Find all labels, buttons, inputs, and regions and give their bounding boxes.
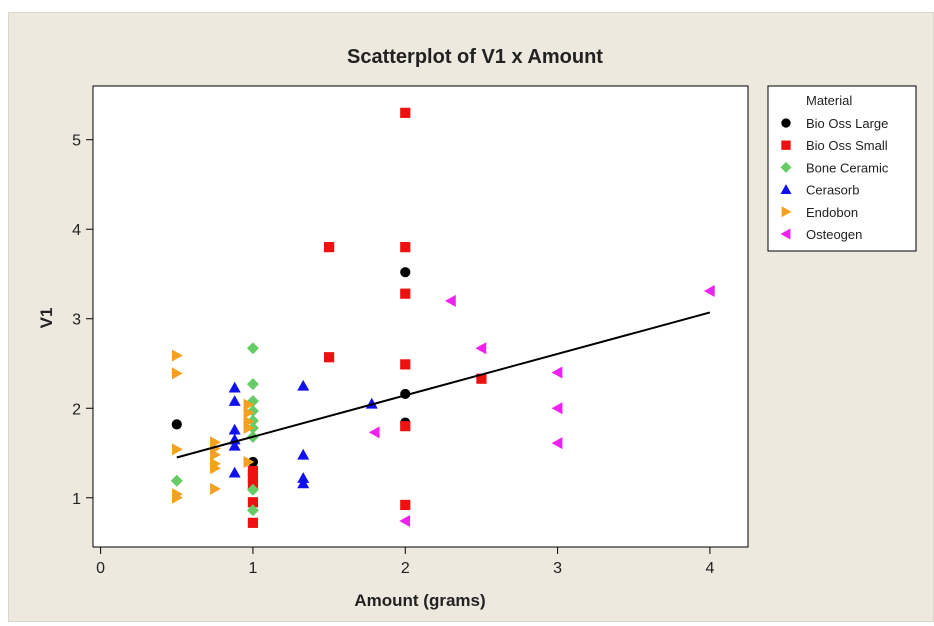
regression-line <box>176 311 711 459</box>
data-point <box>247 517 259 528</box>
legend-box <box>767 85 917 252</box>
data-point <box>210 482 221 495</box>
y-tick-label: 2 <box>72 401 81 418</box>
y-tick-label: 5 <box>72 133 81 150</box>
legend-item-label: Osteogen <box>806 227 862 242</box>
data-point <box>551 437 563 450</box>
data-point <box>476 373 487 384</box>
data-point <box>400 359 411 370</box>
chart-title: Scatterplot of V1 x Amount <box>347 46 603 68</box>
legend-item-label: Bio Oss Small <box>806 138 888 153</box>
legend-marker <box>781 140 791 150</box>
data-point <box>400 499 411 511</box>
data-point <box>228 423 241 435</box>
data-point <box>703 284 715 297</box>
data-point <box>210 448 221 461</box>
data-point <box>400 421 411 432</box>
y-tick-label: 1 <box>72 491 81 508</box>
data-point <box>246 342 259 355</box>
legend-marker <box>780 184 792 194</box>
legend-item-label: Cerasorb <box>806 183 859 198</box>
data-point <box>171 367 183 380</box>
data-point <box>399 515 411 528</box>
legend-item-label: Bone Ceramic <box>806 160 889 175</box>
data-point <box>444 294 456 307</box>
data-point <box>210 462 221 475</box>
data-point <box>171 491 183 504</box>
data-point <box>400 267 411 278</box>
x-tick-label: 3 <box>553 560 562 577</box>
legend-item-label: Endobon <box>806 205 858 220</box>
data-point <box>171 419 182 430</box>
data-point <box>400 242 411 253</box>
data-point <box>400 107 411 118</box>
data-point <box>243 421 255 434</box>
data-point <box>324 242 335 253</box>
data-point <box>243 406 255 419</box>
data-point <box>171 349 183 362</box>
y-tick-label: 3 <box>72 312 81 329</box>
data-point <box>228 439 241 451</box>
data-point <box>243 398 255 411</box>
data-point <box>247 497 259 508</box>
data-point <box>551 366 563 379</box>
data-point <box>246 378 259 391</box>
data-points <box>170 107 715 528</box>
legend-title: Material <box>806 93 852 108</box>
data-point <box>228 395 241 406</box>
data-point <box>475 342 487 355</box>
data-point <box>297 448 310 460</box>
x-tick-label: 4 <box>705 560 714 577</box>
x-tick-label: 0 <box>96 560 105 577</box>
legend-item-label: Bio Oss Large <box>806 116 888 131</box>
data-point <box>246 483 259 496</box>
plot-area <box>92 85 749 548</box>
data-point <box>243 455 255 468</box>
legend-marker <box>780 228 791 240</box>
data-point <box>170 474 183 487</box>
data-point <box>400 288 411 299</box>
legend-marker <box>781 206 792 218</box>
data-point <box>228 381 241 393</box>
y-axis-label: V1 <box>37 308 56 329</box>
x-tick-label: 1 <box>248 560 257 577</box>
data-point <box>246 504 259 517</box>
data-point <box>551 402 563 415</box>
x-axis: 0 1 2 3 4 <box>96 547 714 577</box>
legend-marker <box>780 161 792 173</box>
x-tick-label: 2 <box>401 560 410 577</box>
y-axis: 1 2 3 4 5 <box>72 133 93 508</box>
data-point <box>368 426 380 439</box>
data-point <box>171 443 183 456</box>
data-point <box>247 465 259 477</box>
data-point <box>228 466 241 478</box>
fit-line <box>176 311 711 459</box>
data-point <box>324 352 335 363</box>
legend: Bio Oss Large Bio Oss Small Bone Ceramic Ce… <box>780 116 889 242</box>
x-axis-label: Amount (grams) <box>354 591 485 610</box>
legend-marker <box>781 118 791 128</box>
data-point <box>247 472 259 484</box>
data-point <box>297 477 310 489</box>
data-point <box>297 379 310 391</box>
y-tick-label: 4 <box>72 222 81 239</box>
